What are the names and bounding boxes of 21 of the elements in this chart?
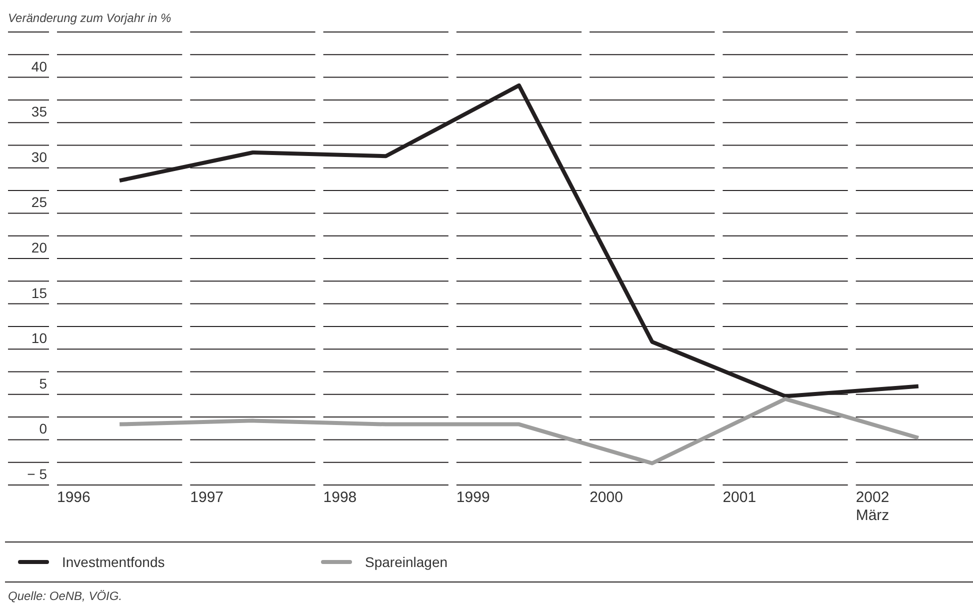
legend-label: Spareinlagen xyxy=(365,554,448,570)
y-tick-label: 0 xyxy=(39,420,48,437)
x-tick-label: 1998 xyxy=(323,489,357,506)
x-tick-label: 2001 xyxy=(722,489,756,506)
y-tick-label: 30 xyxy=(31,148,48,165)
source-note: Quelle: OeNB, VÖIG. xyxy=(8,589,122,603)
x-tick-label: 1999 xyxy=(456,489,490,506)
y-tick-label: 35 xyxy=(31,104,48,120)
y-tick-label: 5 xyxy=(39,375,48,392)
y-tick-label: 15 xyxy=(31,284,48,301)
y-tick-label: − 5 xyxy=(27,466,48,482)
x-tick-label: 2000 xyxy=(590,489,623,506)
y-tick-label: 10 xyxy=(31,330,48,346)
x-tick-label: 1996 xyxy=(57,489,90,506)
x-tick-label: 1997 xyxy=(190,489,224,506)
y-tick-label: 20 xyxy=(31,240,48,256)
y-axis-title: Veränderung zum Vorjahr in % xyxy=(8,11,172,25)
x-tick-label: 2002 März xyxy=(856,489,890,524)
legend-label: Investmentfonds xyxy=(62,554,165,570)
y-tick-label: 25 xyxy=(31,194,48,210)
y-tick-label: 40 xyxy=(31,58,48,74)
